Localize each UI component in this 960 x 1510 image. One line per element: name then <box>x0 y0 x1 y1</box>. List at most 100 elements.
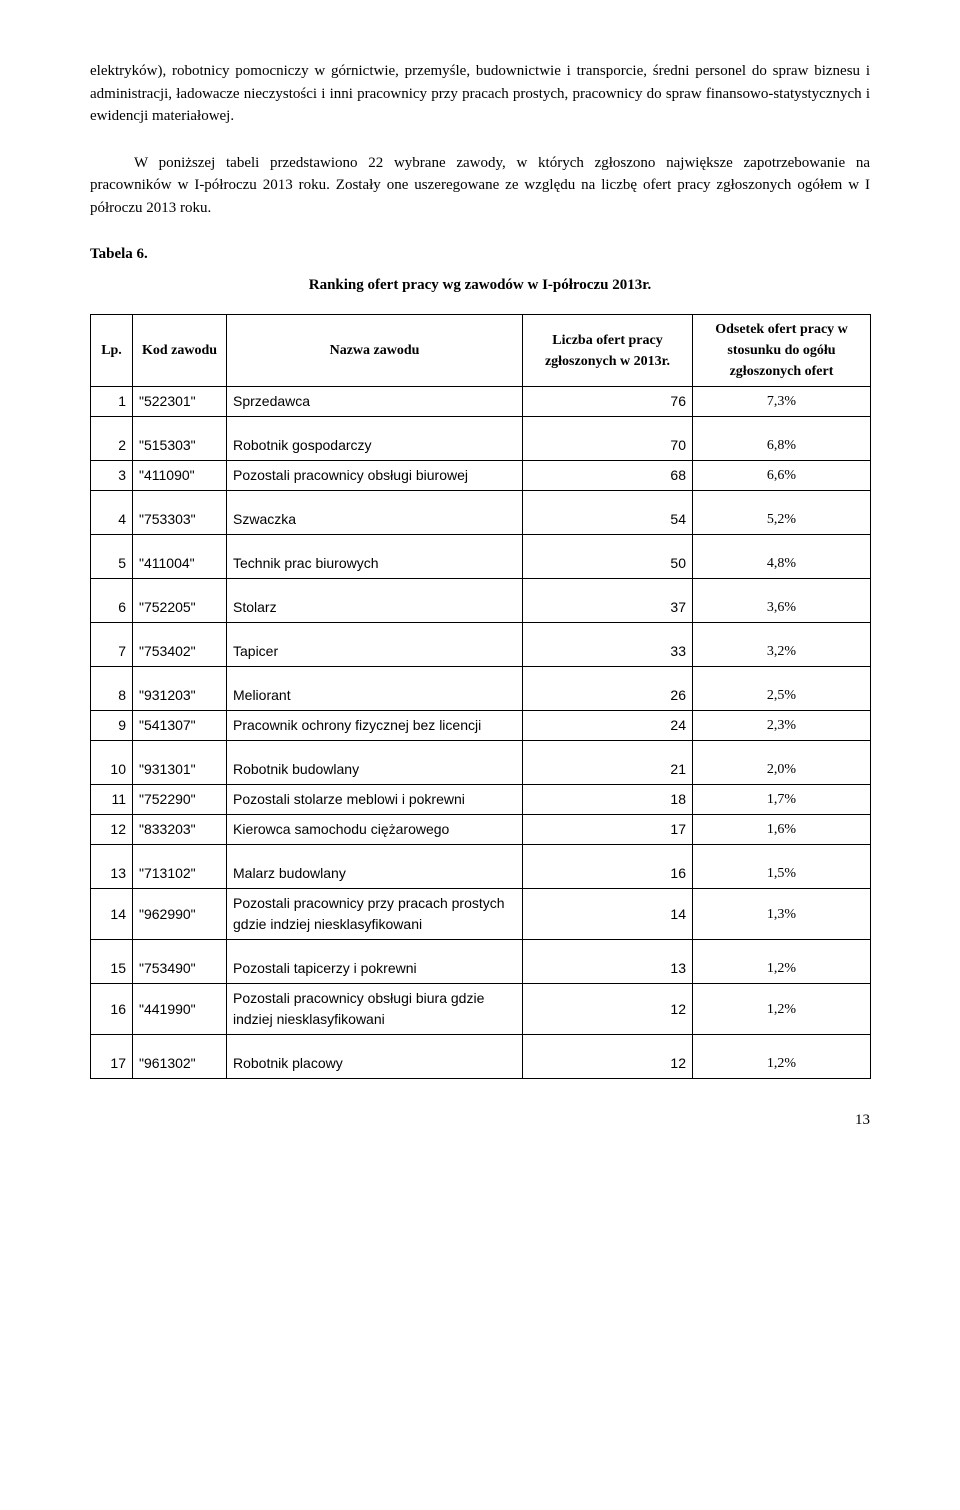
table-cell: "541307" <box>133 711 227 741</box>
table-cell: "713102" <box>133 859 227 889</box>
table-row: 14"962990"Pozostali pracownicy przy prac… <box>91 889 871 940</box>
table-cell: 15 <box>91 954 133 984</box>
table-cell: 10 <box>91 755 133 785</box>
table-cell: 1,2% <box>693 984 871 1035</box>
table-cell: 7 <box>91 637 133 667</box>
table-cell: 26 <box>523 681 693 711</box>
table-cell: 1,2% <box>693 954 871 984</box>
table-row: 10"931301"Robotnik budowlany212,0% <box>91 755 871 785</box>
table-cell: 16 <box>523 859 693 889</box>
table-label: Tabela 6. <box>90 243 870 266</box>
table-cell: 7,3% <box>693 387 871 417</box>
table-cell: 1,7% <box>693 785 871 815</box>
table-cell: 76 <box>523 387 693 417</box>
table-cell: 4 <box>91 505 133 535</box>
table-cell: 4,8% <box>693 549 871 579</box>
table-cell: "515303" <box>133 431 227 461</box>
table-cell: Pozostali pracownicy przy pracach prosty… <box>227 889 523 940</box>
table-row: 1"522301"Sprzedawca767,3% <box>91 387 871 417</box>
table-cell: "753490" <box>133 954 227 984</box>
table-gap-row <box>91 940 871 955</box>
intro-paragraph-2: W poniższej tabeli przedstawiono 22 wybr… <box>90 152 870 220</box>
col-header-liczba: Liczba ofert pracy zgłoszonych w 2013r. <box>523 315 693 387</box>
table-gap-row <box>91 623 871 638</box>
table-cell: "752290" <box>133 785 227 815</box>
table-cell: "753303" <box>133 505 227 535</box>
table-cell: 3 <box>91 461 133 491</box>
table-cell: 9 <box>91 711 133 741</box>
table-cell: 6,8% <box>693 431 871 461</box>
table-row: 3"411090"Pozostali pracownicy obsługi bi… <box>91 461 871 491</box>
table-cell: Technik prac biurowych <box>227 549 523 579</box>
table-header-row: Lp. Kod zawodu Nazwa zawodu Liczba ofert… <box>91 315 871 387</box>
table-cell: 12 <box>91 815 133 845</box>
body-text-2: W poniższej tabeli przedstawiono 22 wybr… <box>90 155 870 216</box>
table-cell: 1,6% <box>693 815 871 845</box>
table-row: 9"541307"Pracownik ochrony fizycznej bez… <box>91 711 871 741</box>
table-title: Ranking ofert pracy wg zawodów w I-półro… <box>90 274 870 297</box>
table-cell: 2 <box>91 431 133 461</box>
table-cell: 3,6% <box>693 593 871 623</box>
table-row: 16"441990"Pozostali pracownicy obsługi b… <box>91 984 871 1035</box>
table-gap-row <box>91 535 871 550</box>
table-row: 4"753303"Szwaczka545,2% <box>91 505 871 535</box>
table-cell: 37 <box>523 593 693 623</box>
table-cell: "441990" <box>133 984 227 1035</box>
table-cell: Tapicer <box>227 637 523 667</box>
table-cell: Pozostali pracownicy obsługi biura gdzie… <box>227 984 523 1035</box>
table-cell: "753402" <box>133 637 227 667</box>
table-cell: 17 <box>91 1049 133 1079</box>
table-cell: 1,3% <box>693 889 871 940</box>
table-gap-row <box>91 579 871 594</box>
table-cell: 6,6% <box>693 461 871 491</box>
ranking-table: Lp. Kod zawodu Nazwa zawodu Liczba ofert… <box>90 314 871 1079</box>
table-cell: Robotnik budowlany <box>227 755 523 785</box>
table-gap-row <box>91 491 871 506</box>
table-cell: 14 <box>91 889 133 940</box>
table-cell: 1 <box>91 387 133 417</box>
table-row: 15"753490"Pozostali tapicerzy i pokrewni… <box>91 954 871 984</box>
table-cell: "411004" <box>133 549 227 579</box>
table-row: 17"961302"Robotnik placowy121,2% <box>91 1049 871 1079</box>
table-cell: 11 <box>91 785 133 815</box>
table-cell: 8 <box>91 681 133 711</box>
col-header-kod: Kod zawodu <box>133 315 227 387</box>
table-cell: Kierowca samochodu ciężarowego <box>227 815 523 845</box>
table-cell: 12 <box>523 984 693 1035</box>
table-cell: 14 <box>523 889 693 940</box>
table-cell: 13 <box>523 954 693 984</box>
table-cell: Pozostali pracownicy obsługi biurowej <box>227 461 523 491</box>
table-cell: 54 <box>523 505 693 535</box>
table-cell: 33 <box>523 637 693 667</box>
table-cell: Pozostali stolarze meblowi i pokrewni <box>227 785 523 815</box>
table-cell: 2,3% <box>693 711 871 741</box>
table-cell: "752205" <box>133 593 227 623</box>
table-cell: Robotnik placowy <box>227 1049 523 1079</box>
table-cell: 21 <box>523 755 693 785</box>
table-cell: Stolarz <box>227 593 523 623</box>
table-gap-row <box>91 845 871 860</box>
table-row: 2"515303"Robotnik gospodarczy706,8% <box>91 431 871 461</box>
table-cell: 2,5% <box>693 681 871 711</box>
table-cell: Pracownik ochrony fizycznej bez licencji <box>227 711 523 741</box>
table-cell: 68 <box>523 461 693 491</box>
table-cell: 3,2% <box>693 637 871 667</box>
body-text-1: elektryków), robotnicy pomocniczy w górn… <box>90 63 870 124</box>
table-cell: 24 <box>523 711 693 741</box>
table-cell: Robotnik gospodarczy <box>227 431 523 461</box>
table-cell: 17 <box>523 815 693 845</box>
table-cell: Sprzedawca <box>227 387 523 417</box>
table-row: 5"411004"Technik prac biurowych504,8% <box>91 549 871 579</box>
table-row: 6"752205"Stolarz373,6% <box>91 593 871 623</box>
table-gap-row <box>91 741 871 756</box>
table-cell: 6 <box>91 593 133 623</box>
table-cell: "962990" <box>133 889 227 940</box>
table-row: 11"752290"Pozostali stolarze meblowi i p… <box>91 785 871 815</box>
col-header-odsetek: Odsetek ofert pracy w stosunku do ogółu … <box>693 315 871 387</box>
page-number: 13 <box>90 1109 870 1132</box>
table-row: 7"753402"Tapicer333,2% <box>91 637 871 667</box>
table-gap-row <box>91 1035 871 1050</box>
table-cell: 12 <box>523 1049 693 1079</box>
table-cell: "931301" <box>133 755 227 785</box>
col-header-nazwa: Nazwa zawodu <box>227 315 523 387</box>
